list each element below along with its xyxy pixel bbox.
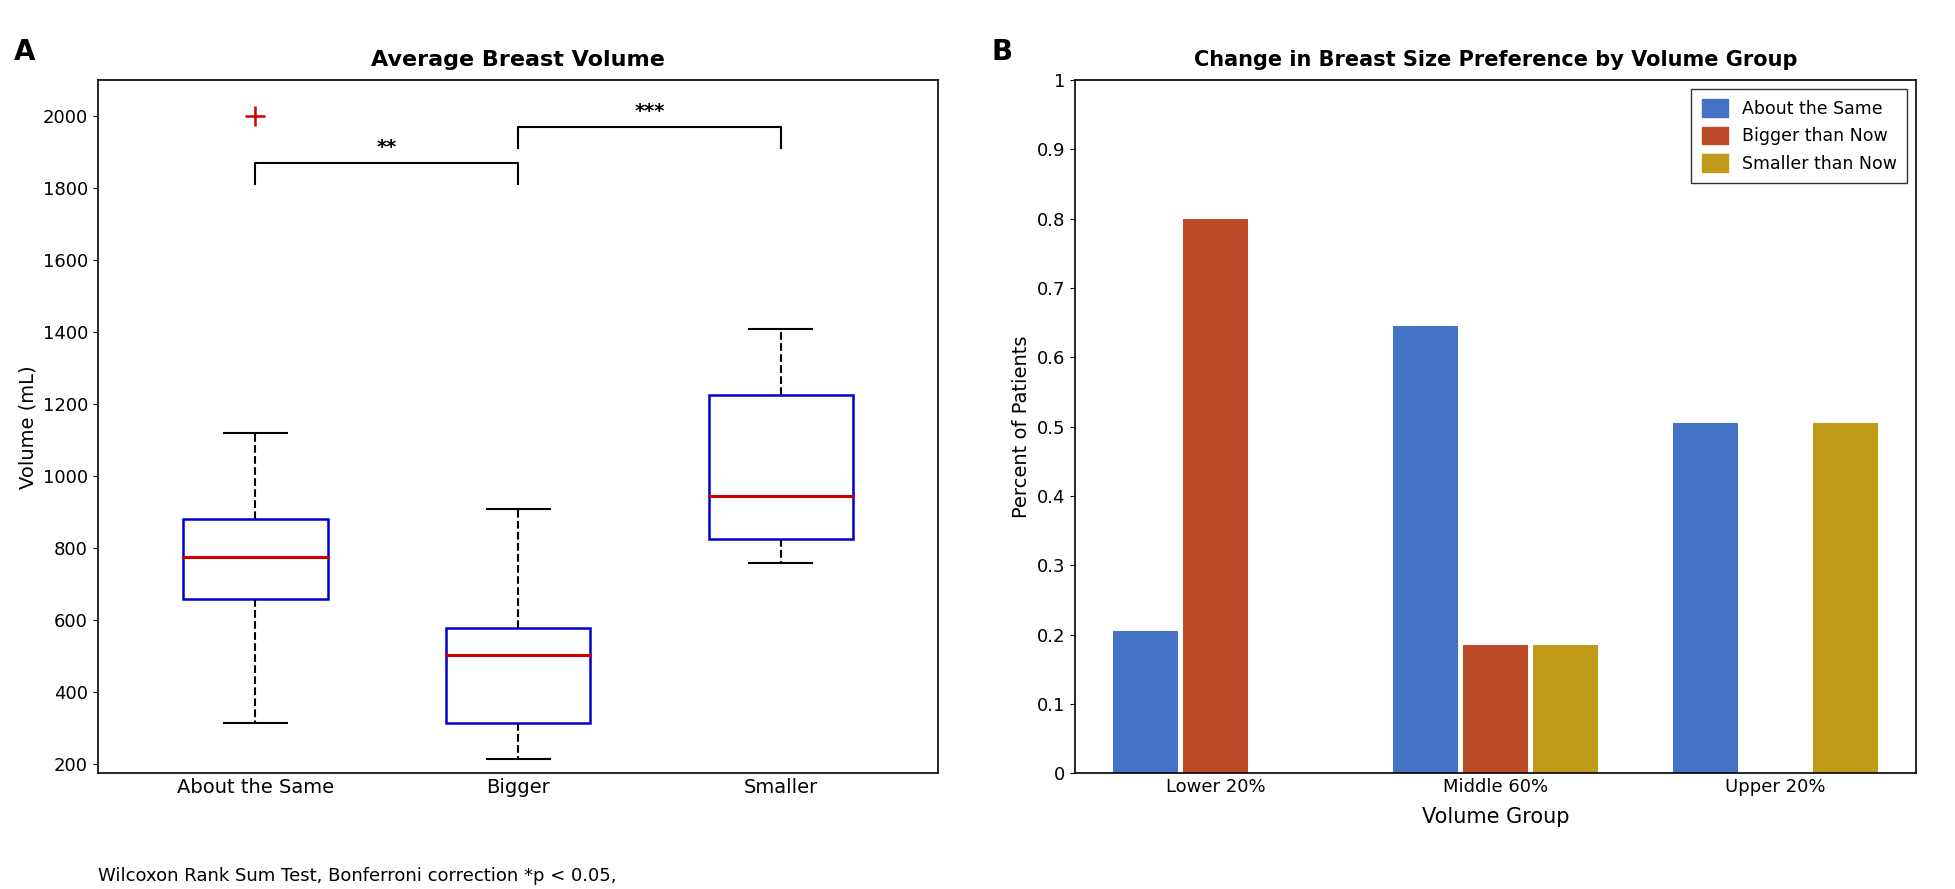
Bar [1464,645,1527,773]
Text: B: B [991,38,1013,66]
Title: Average Breast Volume: Average Breast Volume [371,50,665,70]
Text: **: ** [377,139,397,157]
Y-axis label: Volume (mL): Volume (mL) [18,364,37,489]
Bar [1673,423,1738,773]
Bar [1533,645,1597,773]
Legend: About the Same, Bigger than Now, Smaller than Now: About the Same, Bigger than Now, Smaller… [1691,89,1908,183]
X-axis label: Volume Group: Volume Group [1421,807,1570,828]
Title: Change in Breast Size Preference by Volume Group: Change in Breast Size Preference by Volu… [1195,50,1797,70]
Y-axis label: Percent of Patients: Percent of Patients [1013,335,1032,518]
Text: Wilcoxon Rank Sum Test, Bonferroni correction *p < 0.05,: Wilcoxon Rank Sum Test, Bonferroni corre… [98,867,616,885]
Bar [446,628,590,723]
Bar [1814,423,1877,773]
Bar [1394,326,1458,773]
Bar [708,396,852,540]
Bar [1183,219,1247,773]
Bar [184,519,328,598]
Text: A: A [14,38,35,66]
Bar [1114,631,1177,773]
Text: ***: *** [633,102,665,122]
